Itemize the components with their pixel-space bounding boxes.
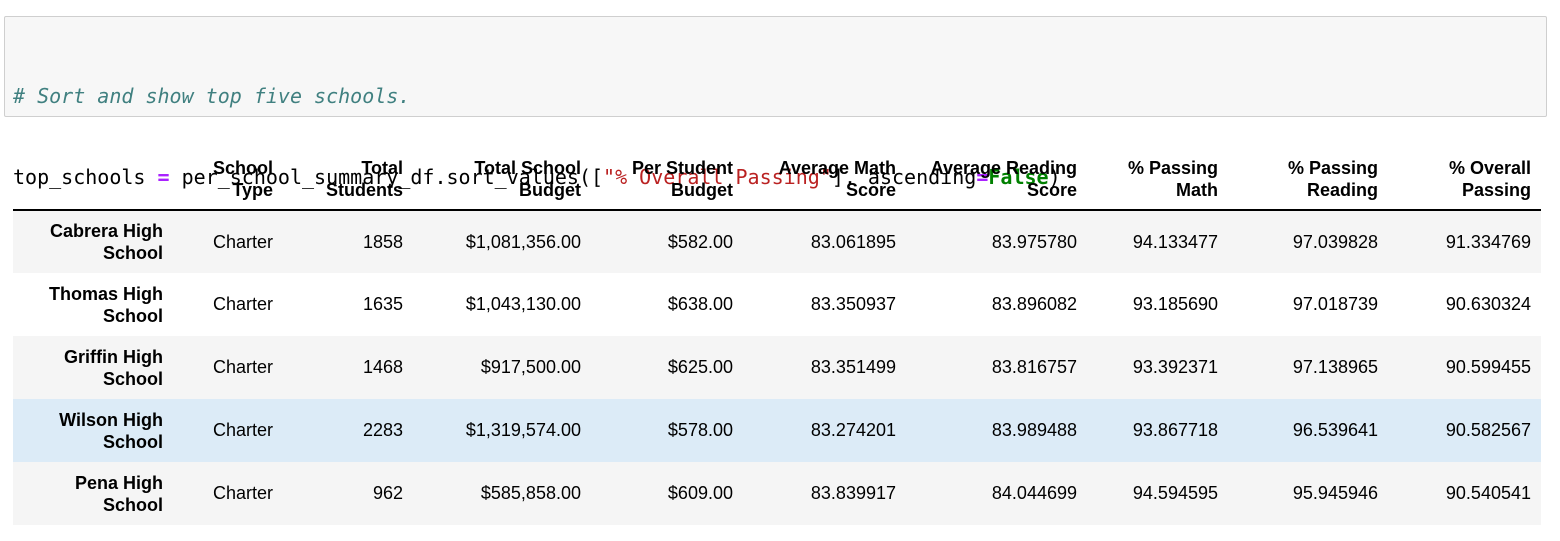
table-cell: 83.816757 xyxy=(991,357,1077,377)
table-cell: 1468 xyxy=(362,357,403,377)
table-cell: 83.975780 xyxy=(991,231,1077,252)
table-cell: 97.018739 xyxy=(1292,294,1378,314)
table-cell: 90.582567 xyxy=(1445,420,1531,440)
table-cell: 1858 xyxy=(362,231,403,252)
table-cell: Charter xyxy=(212,357,273,377)
col-header: Average Math Score xyxy=(743,148,906,211)
table-cell: 90.630324 xyxy=(1445,294,1531,314)
table-cell: $1,043,130.00 xyxy=(465,294,581,314)
row-index-label: Cabrera High School xyxy=(49,221,163,263)
col-header: % Overall Passing xyxy=(1388,148,1541,211)
code-cell[interactable]: # Sort and show top five schools. top_sc… xyxy=(4,16,1547,270)
table-cell: $1,319,574.00 xyxy=(465,420,581,440)
table-cell: 91.334769 xyxy=(1445,231,1531,252)
col-header: % Passing Reading xyxy=(1228,148,1388,211)
col-header: % Passing Math xyxy=(1087,148,1228,211)
table-cell: Charter xyxy=(212,483,273,503)
header-row: School Type Total Students Total School Bud… xyxy=(13,148,1541,211)
table-cell: $582.00 xyxy=(667,231,733,252)
table-cell: 97.138965 xyxy=(1292,357,1378,377)
table-cell: $1,081,356.00 xyxy=(465,231,581,252)
col-header: Per Student Budget xyxy=(591,148,743,211)
output-area: School Type Total Students Total School Bud… xyxy=(13,148,1541,525)
dataframe-table: School Type Total Students Total School Bud… xyxy=(13,148,1541,525)
table-cell: 83.989488 xyxy=(991,420,1077,440)
table-cell: Charter xyxy=(212,231,273,252)
table-cell: $609.00 xyxy=(667,483,733,503)
table-row: Griffin High School Charter 1468 $917,500.00… xyxy=(13,336,1541,399)
col-header: Total School Budget xyxy=(413,148,591,211)
col-header: School Type xyxy=(173,148,283,211)
code-line-1: # Sort and show top five schools. xyxy=(13,83,1546,110)
table-cell: 83.839917 xyxy=(810,483,896,503)
table-cell: 90.540541 xyxy=(1445,483,1531,503)
table-row: Cabrera High School Charter 1858 $1,081,356.… xyxy=(13,210,1541,273)
table-cell: 83.350937 xyxy=(810,294,896,314)
table-cell: Charter xyxy=(212,420,273,440)
code-line-3: top_schools.head() xyxy=(13,245,1546,272)
table-cell: $585,858.00 xyxy=(480,483,581,503)
table-cell: 1635 xyxy=(362,294,403,314)
table-cell: $917,500.00 xyxy=(480,357,581,377)
row-index-label: Pena High School xyxy=(74,472,163,515)
table-cell: 83.274201 xyxy=(810,420,896,440)
table-cell: 83.351499 xyxy=(810,357,896,377)
table-cell: 2283 xyxy=(362,420,403,440)
table-row: Pena High School Charter 962 $585,858.00 $609… xyxy=(13,462,1541,525)
code-head-call: top_schools.head() xyxy=(13,246,230,270)
row-index-label: Thomas High School xyxy=(48,283,163,326)
table-cell: 93.185690 xyxy=(1132,294,1218,314)
index-header xyxy=(13,148,173,211)
table-row: Wilson High School Charter 2283 $1,319,574.0… xyxy=(13,399,1541,462)
table-cell: 83.896082 xyxy=(991,294,1077,314)
table-cell: 84.044699 xyxy=(991,483,1077,503)
table-cell: $638.00 xyxy=(667,294,733,314)
table-cell: $578.00 xyxy=(667,420,733,440)
col-header: Average Reading Score xyxy=(906,148,1087,211)
code-comment: # Sort and show top five schools. xyxy=(13,84,411,108)
table-cell: 93.392371 xyxy=(1132,357,1218,377)
table-cell: 95.945946 xyxy=(1292,483,1378,503)
table-cell: 94.133477 xyxy=(1132,231,1218,252)
row-index-label: Griffin High School xyxy=(64,346,163,389)
table-cell: $625.00 xyxy=(667,357,733,377)
table-cell: 90.599455 xyxy=(1445,357,1531,377)
table-cell: 96.539641 xyxy=(1292,420,1378,440)
col-header: Total Students xyxy=(283,148,413,211)
table-cell: 97.039828 xyxy=(1292,231,1378,252)
table-cell: 962 xyxy=(372,483,403,503)
table-cell: Charter xyxy=(212,294,273,314)
row-index-label: Wilson High School xyxy=(59,409,163,452)
table-cell: 83.061895 xyxy=(810,231,896,252)
table-cell: 93.867718 xyxy=(1132,420,1218,440)
table-cell: 94.594595 xyxy=(1132,483,1218,503)
table-row: Thomas High School Charter 1635 $1,043,130.0… xyxy=(13,273,1541,336)
